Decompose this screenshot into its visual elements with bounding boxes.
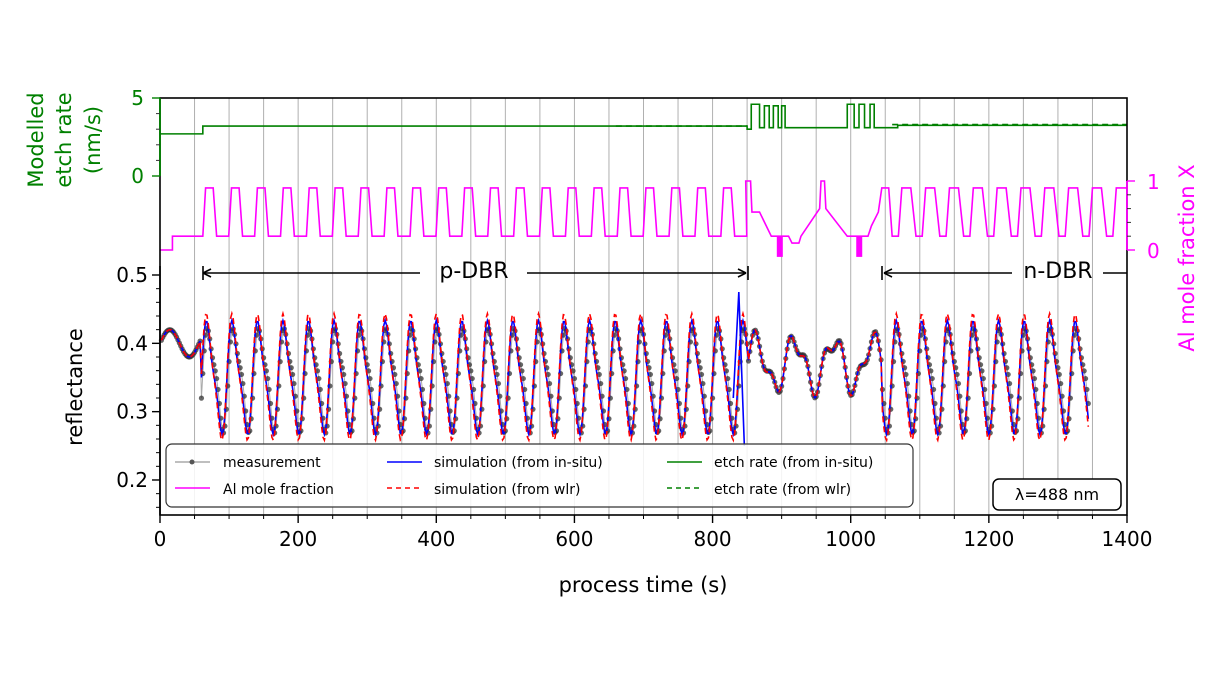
legend: measurement Al mole fraction simulation … (165, 443, 914, 508)
legend-entry-etch-wlr: etch rate (from wlr) (667, 482, 851, 498)
svg-text:simulation (from in-situ): simulation (from in-situ) (434, 455, 603, 471)
svg-text:measurement: measurement (223, 455, 321, 471)
al-fraction-tick-label: 1 (1147, 170, 1160, 194)
legend-entry-measurement: measurement (175, 455, 321, 471)
simulation-in-situ-line (160, 317, 1090, 438)
x-tick-label: 1000 (825, 527, 876, 551)
legend-entry-etch-insitu: etch rate (from in-situ) (667, 455, 873, 471)
al-fraction-dense-region (776, 236, 783, 257)
etch-rate-tick-label: 5 (131, 86, 144, 110)
legend-entry-sim-insitu: simulation (from in-situ) (387, 455, 603, 471)
x-axis-label: process time (s) (559, 573, 728, 597)
x-tick-label: 400 (417, 527, 455, 551)
n-dbr-label: n-DBR (1023, 259, 1092, 284)
al-fraction-line (160, 180, 1127, 251)
p-dbr-annotation: p-DBR (202, 259, 749, 284)
svg-text:Al mole fraction: Al mole fraction (223, 482, 334, 498)
measurement-point (198, 395, 205, 401)
al-fraction-dense-region (856, 236, 863, 257)
etch-rate-axis-label-line2: etch rate (52, 92, 76, 187)
al-fraction-tick-label: 0 (1147, 239, 1160, 263)
n-dbr-annotation: n-DBR (881, 259, 1127, 284)
x-tick-label: 600 (555, 527, 593, 551)
etch-rate-in-situ-line (160, 103, 1127, 135)
legend-entry-al-fraction: Al mole fraction (175, 482, 334, 498)
reflectance-tick-label: 0.5 (116, 263, 148, 287)
simulation-wlr-line (160, 310, 1090, 443)
reflectance-tick-label: 0.3 (116, 400, 148, 424)
wavelength-label: λ=488 nm (1015, 485, 1099, 504)
etch-rate-tick-label: 0 (131, 164, 144, 188)
reflectance-tick-label: 0.4 (116, 331, 148, 355)
wavelength-annotation: λ=488 nm (992, 478, 1122, 511)
x-tick-label: 200 (279, 527, 317, 551)
simulation-peak-spike (732, 292, 746, 446)
x-tick-label: 1200 (963, 527, 1014, 551)
legend-entry-sim-wlr: simulation (from wlr) (387, 482, 580, 498)
x-tick-label: 1400 (1102, 527, 1153, 551)
p-dbr-label: p-DBR (439, 259, 508, 284)
x-tick-label: 0 (154, 527, 167, 551)
measurement-point (745, 358, 752, 364)
svg-text:etch rate (from wlr): etch rate (from wlr) (714, 482, 851, 498)
reflectance-axis-label: reflectance (63, 328, 87, 446)
etch-rate-axis-label-line1: Modelled (24, 92, 48, 187)
etch-rate-axis-label-line3: (nm/s) (81, 106, 105, 174)
svg-text:etch rate (from in-situ): etch rate (from in-situ) (714, 455, 873, 471)
x-tick-label: 800 (693, 527, 731, 551)
series-layer (158, 103, 1127, 446)
svg-text:simulation (from wlr): simulation (from wlr) (434, 482, 580, 498)
axes-layer: 0 200 400 600 800 1000 1200 1400 0.2 0.3 0.4 0.5 0 5 0… (116, 86, 1160, 551)
reflectance-tick-label: 0.2 (116, 468, 148, 492)
al-fraction-axis-label: Al mole fraction X (1175, 164, 1199, 351)
